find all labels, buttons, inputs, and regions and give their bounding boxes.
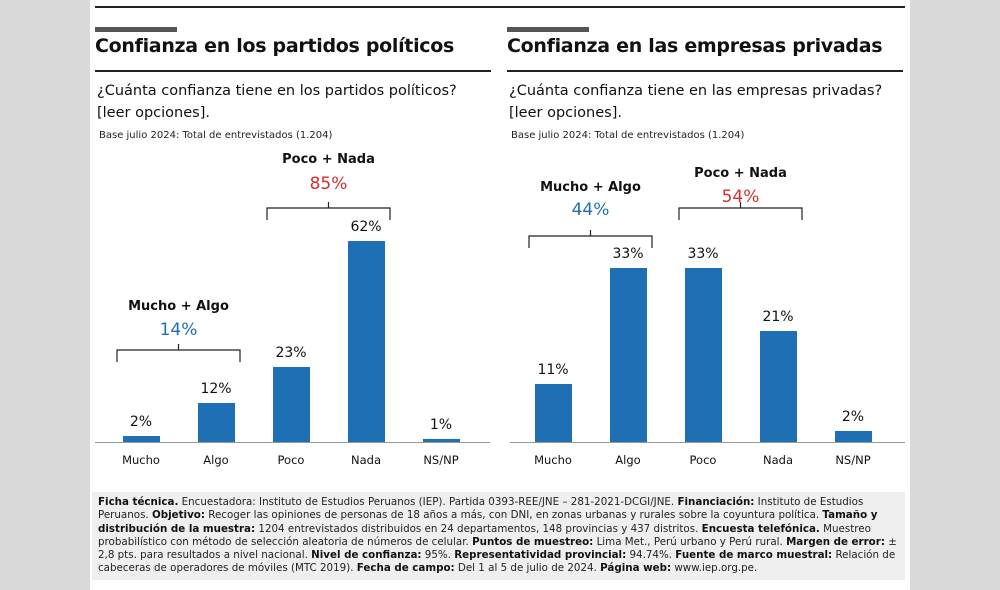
title-rule <box>507 70 903 72</box>
value-label: 23% <box>275 345 307 362</box>
title-accent <box>95 27 177 32</box>
footer-text: Encuestadora: Instituto de Estudios Peru… <box>178 496 678 508</box>
value-label: 2% <box>129 413 153 430</box>
category-label: Algo <box>203 453 229 467</box>
value-label: 11% <box>537 362 569 379</box>
category-label: Mucho <box>122 453 160 467</box>
group-percent: 85% <box>309 174 348 194</box>
footer-key: Financiación: <box>677 496 755 508</box>
footer-text: Muestreo probabilístico con método de se… <box>98 522 871 548</box>
group-label: Poco + Nada <box>694 166 787 181</box>
x-axis <box>95 442 490 443</box>
page <box>90 0 910 590</box>
bar-mucho <box>123 435 160 442</box>
bar-algo <box>198 403 235 442</box>
group-bracket <box>266 202 391 220</box>
group-bracket <box>116 344 241 362</box>
footer-text: ± 2,8 pts. para resultados a nivel nacio… <box>98 535 897 562</box>
top-rule <box>95 6 905 8</box>
chart-title: Confianza en las empresas privadas <box>507 35 883 57</box>
group-label: Poco + Nada <box>282 152 375 167</box>
footer-key: Tamaño y distribución de la muestra: <box>98 509 878 535</box>
group-percent: 54% <box>721 187 760 207</box>
chart-note: Base julio 2024: Total de entrevistados … <box>511 130 745 141</box>
footer-text: Recoger las opiniones de personas de 18 … <box>204 509 823 522</box>
footer-key: Encuesta telefónica. <box>701 522 820 535</box>
bar-nsnp <box>423 438 460 442</box>
chart-subtitle: ¿Cuánta confianza tiene en las empresas … <box>509 83 883 121</box>
chart-note: Base julio 2024: Total de entrevistados … <box>99 130 333 141</box>
category-label: Nada <box>351 453 381 467</box>
category-label: NS/NP <box>835 453 871 467</box>
category-label: Algo <box>615 453 641 467</box>
chart-title: Confianza en los partidos políticos <box>95 35 455 57</box>
value-label: 21% <box>762 309 794 326</box>
footer-text: Del 1 al 5 de julio de 2024. <box>454 562 601 575</box>
category-label: Nada <box>763 453 793 467</box>
footer-key: Ficha técnica. <box>98 496 179 508</box>
category-label: Poco <box>277 453 305 467</box>
footer-text: Lima Met., Perú urbano y Perú rural. <box>593 535 787 548</box>
group-bracket <box>528 230 653 248</box>
footer-key: Margen de error: <box>786 535 885 548</box>
footer-text: www.iep.org.pe. <box>671 562 758 575</box>
bar-poco <box>273 367 310 442</box>
value-label: 12% <box>200 381 232 398</box>
footer-key: Fuente de marco muestral: <box>675 549 833 562</box>
footer-key: Página web: <box>600 562 672 575</box>
x-axis <box>510 442 905 443</box>
footer-text: 94.74%. <box>626 549 676 562</box>
group-percent: 14% <box>159 320 198 340</box>
group-label: Mucho + Algo <box>128 299 229 314</box>
footer-text: 95%. <box>421 549 455 562</box>
bar-algo <box>610 268 647 442</box>
footer-text: Instituto de Estudios Peruanos. <box>98 496 864 522</box>
category-label: NS/NP <box>423 453 459 467</box>
value-label: 62% <box>350 219 382 236</box>
value-label: 33% <box>612 246 644 263</box>
value-label: 33% <box>687 246 719 263</box>
category-label: Poco <box>689 453 717 467</box>
title-accent <box>507 27 589 32</box>
footer-key: Representatividad provincial: <box>454 549 627 562</box>
ficha-tecnica: Ficha técnica. Encuestadora: Instituto d… <box>92 492 905 580</box>
group-bracket <box>678 202 803 220</box>
group-label: Mucho + Algo <box>540 180 641 195</box>
footer-key: Puntos de muestreo: <box>472 535 594 548</box>
footer-key: Fecha de campo: <box>356 562 455 575</box>
bar-nada <box>348 241 385 442</box>
category-label: Mucho <box>534 453 572 467</box>
value-label: 1% <box>429 416 453 433</box>
footer-text: 1204 entrevistados distribuidos en 24 de… <box>255 522 702 535</box>
footer-text: Relación de cabeceras de operadores de m… <box>98 549 896 575</box>
footer-key: Nivel de confianza: <box>311 549 422 562</box>
bar-poco <box>685 268 722 442</box>
bar-nsnp <box>835 431 872 442</box>
footer-key: Objetivo: <box>151 509 205 522</box>
bar-mucho <box>535 384 572 442</box>
value-label: 2% <box>841 409 865 426</box>
group-percent: 44% <box>571 200 610 220</box>
bar-nada <box>760 331 797 442</box>
chart-subtitle: ¿Cuánta confianza tiene en los partidos … <box>97 83 457 121</box>
title-rule <box>95 70 491 72</box>
